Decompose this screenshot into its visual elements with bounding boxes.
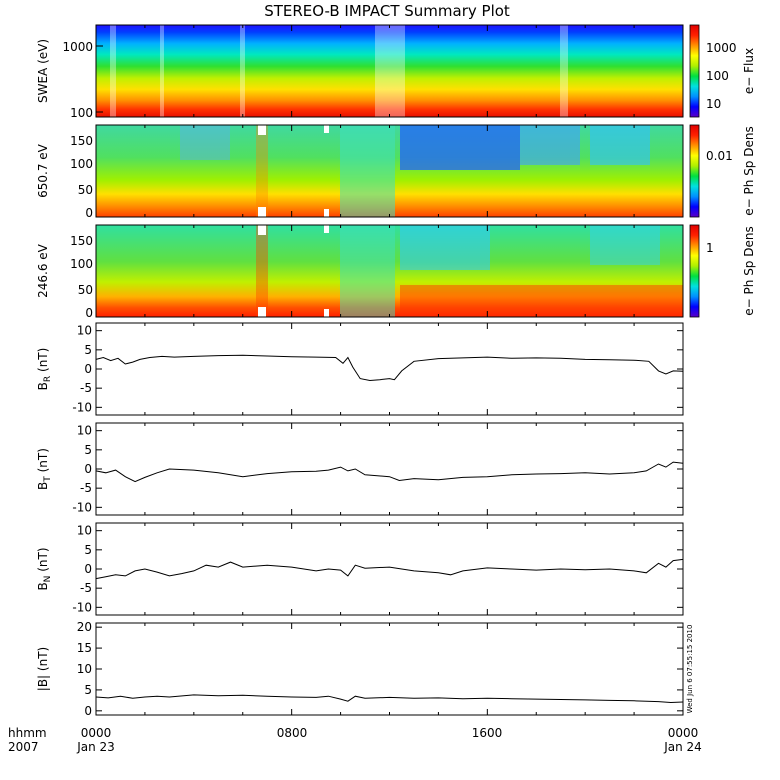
bmag-ylabel: |B| (nT)	[36, 647, 50, 691]
swea-ylabel: SWEA (eV)	[36, 39, 50, 103]
xtick-1600: 1600	[472, 726, 503, 740]
bmag-ytick-label: 20	[77, 620, 92, 634]
bt-ylabel: BT (nT)	[36, 448, 53, 490]
pad246-ytick-100: 100	[70, 257, 93, 271]
bmag-series-line	[95, 694, 684, 704]
date-right: Jan 24	[663, 740, 702, 754]
swea-colorbar	[689, 24, 700, 118]
br-series-line	[95, 354, 684, 382]
bn-ytick-label: 5	[84, 543, 92, 557]
pad246-ytick-150: 150	[70, 234, 93, 248]
plot-title: STEREO-B IMPACT Summary Plot	[264, 2, 510, 20]
br-ytick-label: 0	[84, 362, 92, 376]
pad246-ytick-50: 50	[78, 283, 93, 297]
pad246-cbar-tick: 1	[706, 241, 714, 255]
pad650-ytick-50: 50	[78, 183, 93, 197]
xlabel-hhmm: hhmm	[8, 726, 47, 740]
pad650-colorbar	[689, 124, 700, 218]
pad246-panel: 246.6 eV 150 100 50 0 1 e− Ph Sp Dens	[36, 224, 756, 320]
time-axis: hhmm 2007 0000 0800 1600 0000 Jan 23 Jan…	[8, 726, 702, 754]
bn-ytick-label: -10	[72, 600, 92, 614]
bn-frame	[95, 522, 684, 616]
bt-ytick-label: 5	[84, 443, 92, 457]
bn-ytick-label: 0	[84, 562, 92, 576]
xtick-0000-left: 0000	[81, 726, 112, 740]
br-yticks: 10 5 0 -5 -10	[72, 324, 683, 414]
pad650-ytick-100: 100	[70, 157, 93, 171]
bt-panel: BT (nT) 10 5 0 -5 -10	[36, 422, 684, 516]
pad650-features	[180, 125, 650, 217]
bt-ytick-label: -10	[72, 500, 92, 514]
br-panel: BR (nT) 10 5 0 -5 -10	[36, 322, 684, 416]
swea-ytick-100: 100	[70, 106, 93, 120]
pad650-ytick-150: 150	[70, 134, 93, 148]
swea-ytick-1000: 1000	[62, 40, 93, 54]
pad246-ytick-0: 0	[85, 306, 93, 320]
xlabel-year: 2007	[8, 740, 39, 754]
swea-panel: SWEA (eV) 1000 100 1000 100 10 e− Flux	[36, 24, 756, 120]
pad246-ylabel: 246.6 eV	[36, 243, 50, 298]
bmag-ytick-label: 0	[84, 704, 92, 718]
pad246-cbar-label: e− Ph Sp Dens	[742, 226, 756, 315]
br-frame	[95, 322, 684, 416]
xtick-0000-right: 0000	[668, 726, 699, 740]
date-left: Jan 23	[76, 740, 115, 754]
bt-ytick-label: 10	[77, 424, 92, 438]
pad650-ytick-0: 0	[85, 206, 93, 220]
bt-ytick-label: 0	[84, 462, 92, 476]
bmag-yticks: 20 15 10 5 0	[77, 620, 683, 718]
bt-ytick-label: -5	[80, 481, 92, 495]
pad246-features	[256, 225, 683, 317]
bn-ylabel: BN (nT)	[36, 547, 53, 590]
pad650-cbar-tick: 0.01	[706, 149, 733, 163]
bmag-ytick-label: 10	[77, 662, 92, 676]
xtick-0800: 0800	[277, 726, 308, 740]
bmag-ytick-label: 15	[77, 641, 92, 655]
bn-series-line	[95, 558, 684, 580]
pad246-colorbar	[689, 224, 700, 318]
br-ytick-label: -10	[72, 400, 92, 414]
bn-panel: BN (nT) 10 5 0 -5 -10	[36, 522, 684, 616]
br-ylabel: BR (nT)	[36, 348, 53, 391]
swea-cbar-tick-100: 100	[706, 69, 729, 83]
bt-yticks: 10 5 0 -5 -10	[72, 424, 683, 514]
pad650-ylabel: 650.7 eV	[36, 143, 50, 198]
swea-cbar-label: e− Flux	[742, 48, 756, 94]
bt-series-line	[95, 461, 684, 483]
bn-ytick-label: 10	[77, 524, 92, 538]
swea-cbar-tick-10: 10	[706, 97, 721, 111]
bn-yticks: 10 5 0 -5 -10	[72, 524, 683, 614]
bmag-ytick-label: 5	[84, 683, 92, 697]
br-ytick-label: 5	[84, 343, 92, 357]
bmag-frame	[95, 622, 684, 716]
br-ytick-label: -5	[80, 381, 92, 395]
timestamp: Wed Jun 6 07:55:15 2010	[686, 625, 694, 714]
swea-spectrogram	[96, 25, 683, 117]
bt-frame	[95, 422, 684, 516]
bn-ytick-label: -5	[80, 581, 92, 595]
br-ytick-label: 10	[77, 324, 92, 338]
pad650-panel: 650.7 eV 150 100 50 0 0.01 e− Ph Sp Dens	[36, 124, 756, 220]
swea-cbar-tick-1000: 1000	[706, 41, 737, 55]
swea-streaks	[110, 25, 568, 117]
bmag-panel: |B| (nT) 20 15 10 5 0 Wed Jun 6 07:55:15 201…	[36, 620, 694, 718]
pad650-cbar-label: e− Ph Sp Dens	[742, 126, 756, 215]
